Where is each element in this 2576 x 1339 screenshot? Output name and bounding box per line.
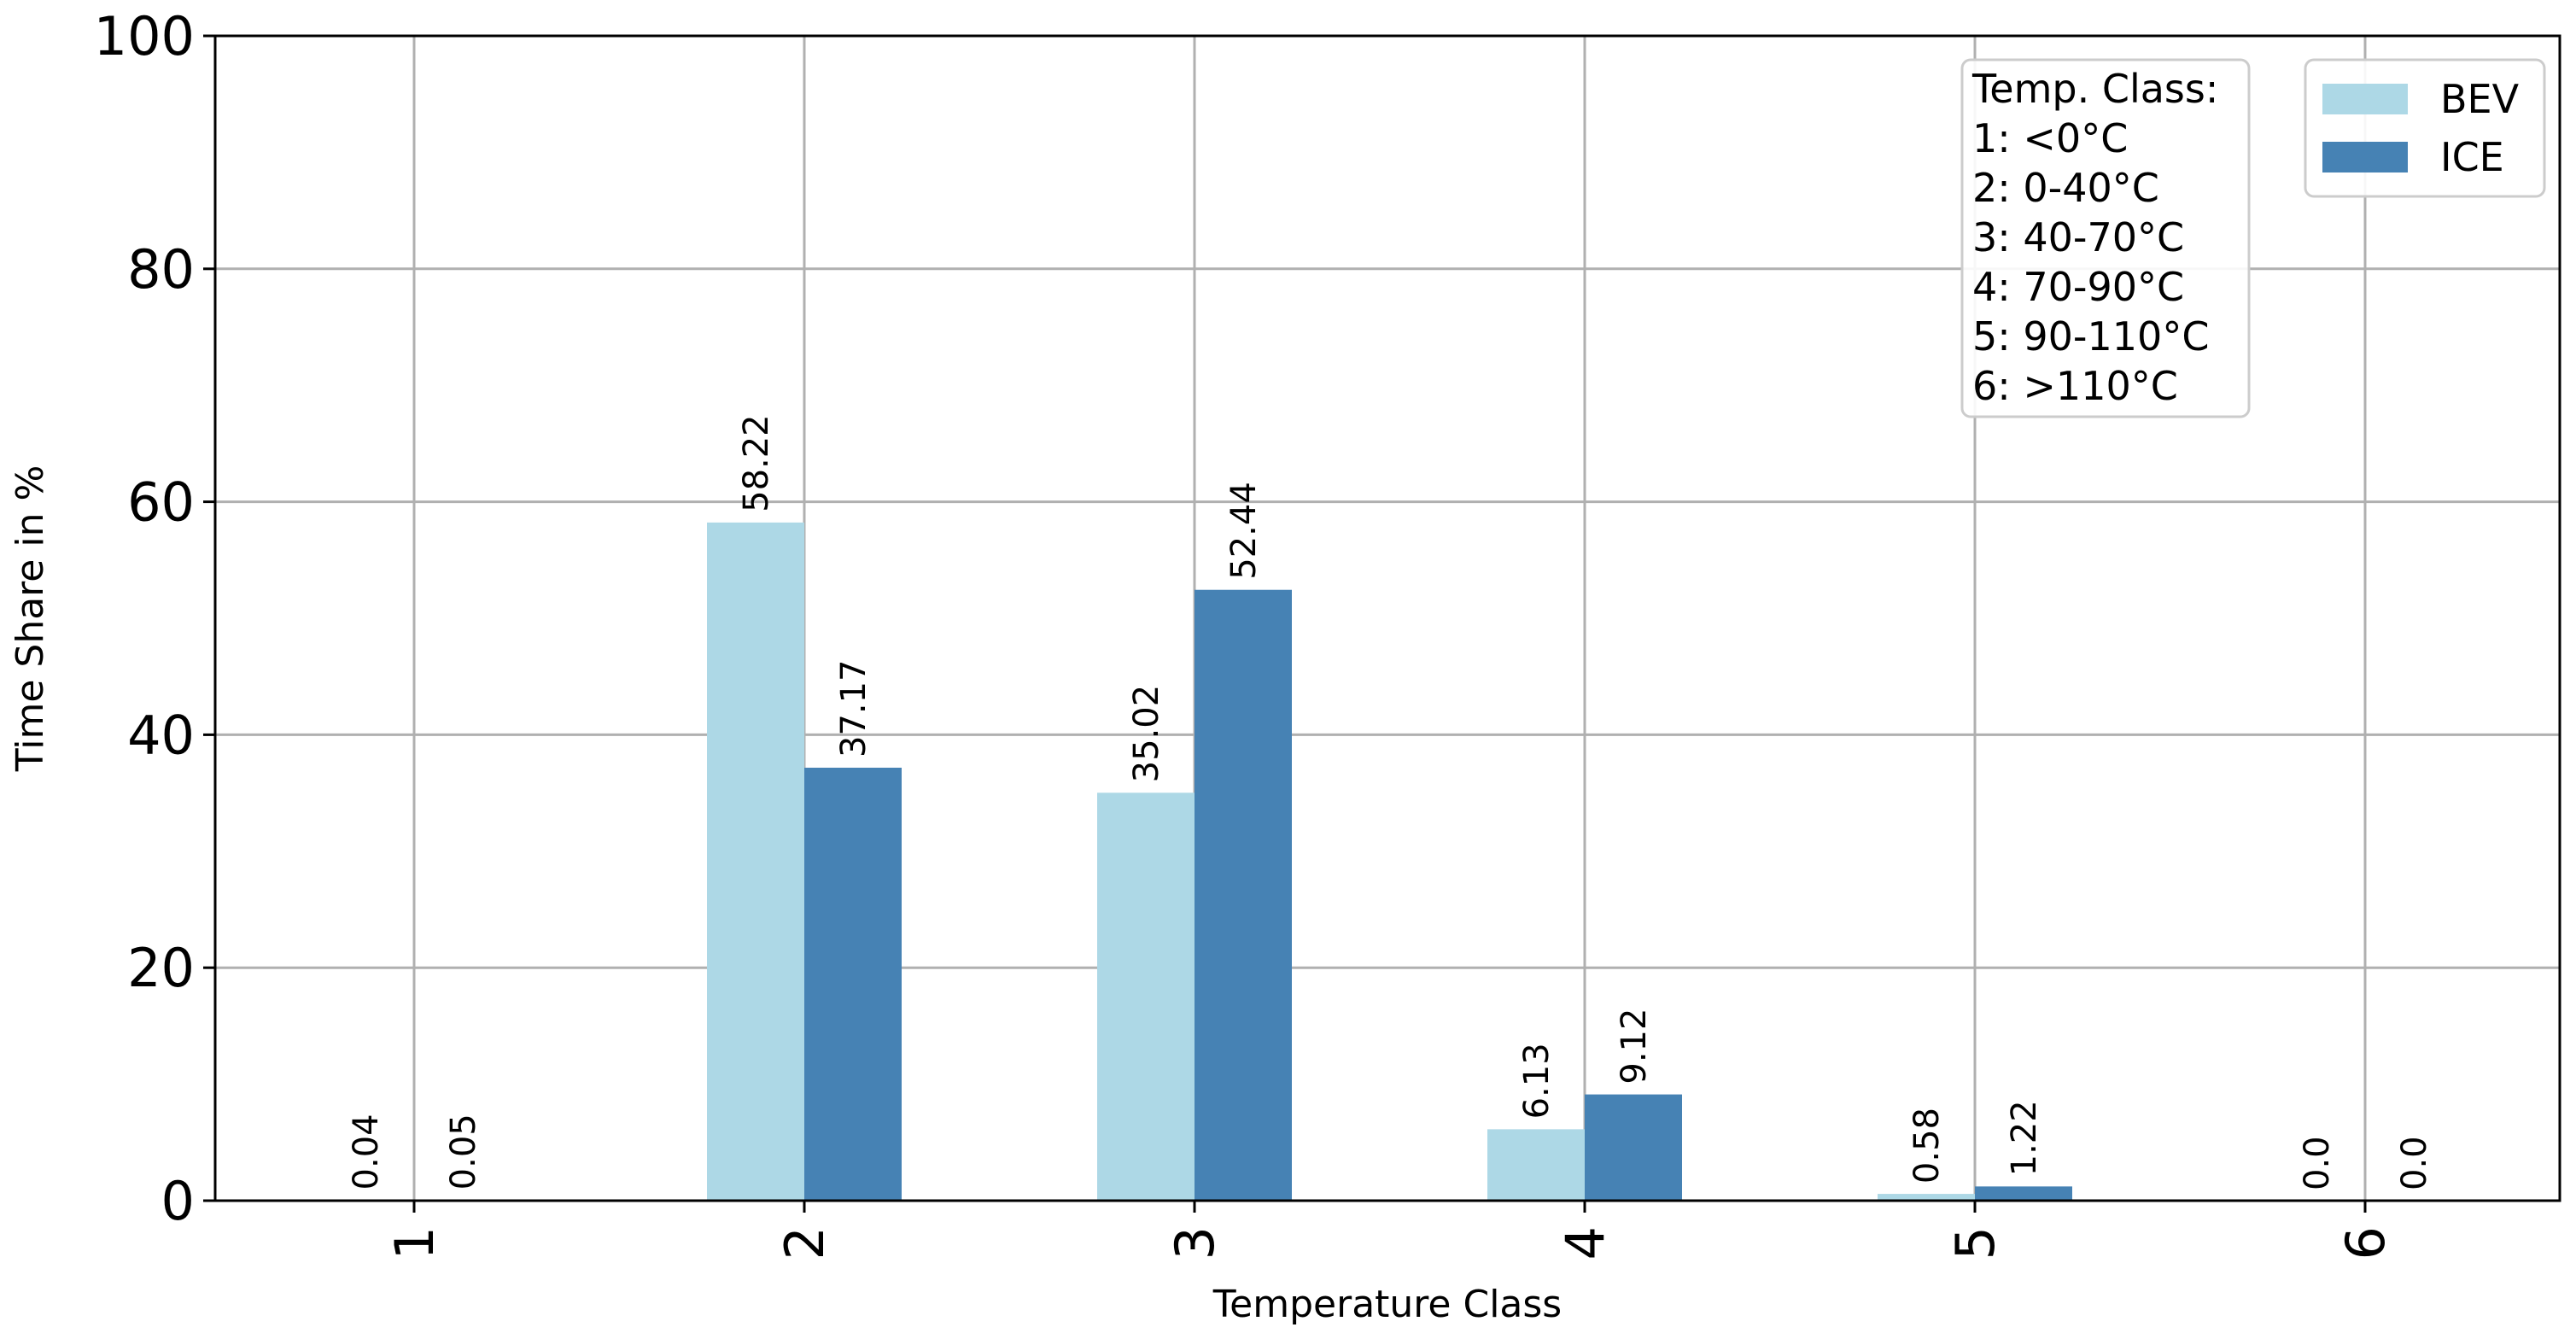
legend: BEV ICE: [2304, 58, 2546, 198]
temp-class-annotation: Temp. Class: 1: <0°C 2: 0-40°C 3: 40-70°…: [1960, 58, 2251, 418]
x-axis-label: Temperature Class: [1212, 1283, 1562, 1326]
annotation-line: 1: <0°C: [1972, 115, 2128, 161]
bar-ice: [804, 768, 902, 1201]
data-label: 0.0: [2395, 1136, 2434, 1190]
annotation-line: 5: 90-110°C: [1972, 313, 2209, 360]
x-tick-label: 3: [1164, 1226, 1226, 1260]
bar-bev: [1487, 1129, 1585, 1201]
bar-ice: [1585, 1094, 1682, 1201]
data-label: 58.22: [737, 414, 776, 512]
x-tick-label: 6: [2334, 1226, 2397, 1260]
data-label: 6.13: [1517, 1043, 1557, 1119]
y-tick-label: 60: [127, 471, 195, 534]
data-label: 0.0: [2298, 1136, 2337, 1190]
data-label: 9.12: [1615, 1009, 1654, 1085]
annotation-line: 3: 40-70°C: [1972, 214, 2184, 260]
data-label: 52.44: [1224, 482, 1264, 580]
y-tick-label: 100: [94, 5, 195, 67]
bar-bev: [1097, 792, 1195, 1201]
bar-ice: [1195, 589, 1292, 1201]
legend-label-ice: ICE: [2440, 134, 2504, 180]
plot-frame: [213, 34, 2561, 1202]
annotation-line: 6: >110°C: [1972, 363, 2178, 409]
bars: [317, 522, 2072, 1201]
data-label: 35.02: [1127, 685, 1166, 783]
x-axis: 1 2 3 4 5 6: [383, 1201, 2397, 1260]
annotation-title: Temp. Class:: [1971, 66, 2218, 112]
data-label: 0.58: [1907, 1108, 1947, 1184]
data-label: 37.17: [834, 659, 873, 757]
legend-swatch-bev: [2322, 84, 2408, 114]
data-label: 0.05: [444, 1114, 483, 1190]
data-label: 1.22: [2005, 1100, 2044, 1176]
y-tick-label: 40: [127, 704, 195, 766]
x-tick-label: 4: [1554, 1226, 1616, 1260]
y-tick-label: 0: [161, 1170, 195, 1232]
y-tick-label: 20: [127, 937, 195, 999]
annotation-line: 2: 0-40°C: [1972, 165, 2159, 211]
y-axis-label: Time Share in %: [9, 465, 52, 773]
data-labels: 0.04 58.22 35.02 6.13 0.58 0.0 0.05 37.17 52.44 9…: [347, 414, 2434, 1190]
x-tick-label: 2: [774, 1226, 836, 1260]
bar-bev: [707, 522, 804, 1201]
annotation-line: 4: 70-90°C: [1972, 264, 2184, 310]
legend-label-bev: BEV: [2440, 76, 2520, 122]
x-tick-label: 5: [1944, 1226, 2006, 1260]
bar-bev: [1878, 1194, 1975, 1201]
x-tick-label: 1: [383, 1226, 446, 1260]
bar-ice: [1975, 1186, 2072, 1201]
legend-swatch-ice: [2322, 142, 2408, 172]
data-label: 0.04: [347, 1114, 386, 1190]
y-axis: 0 20 40 60 80 100: [94, 5, 215, 1232]
y-tick-label: 80: [127, 238, 195, 301]
